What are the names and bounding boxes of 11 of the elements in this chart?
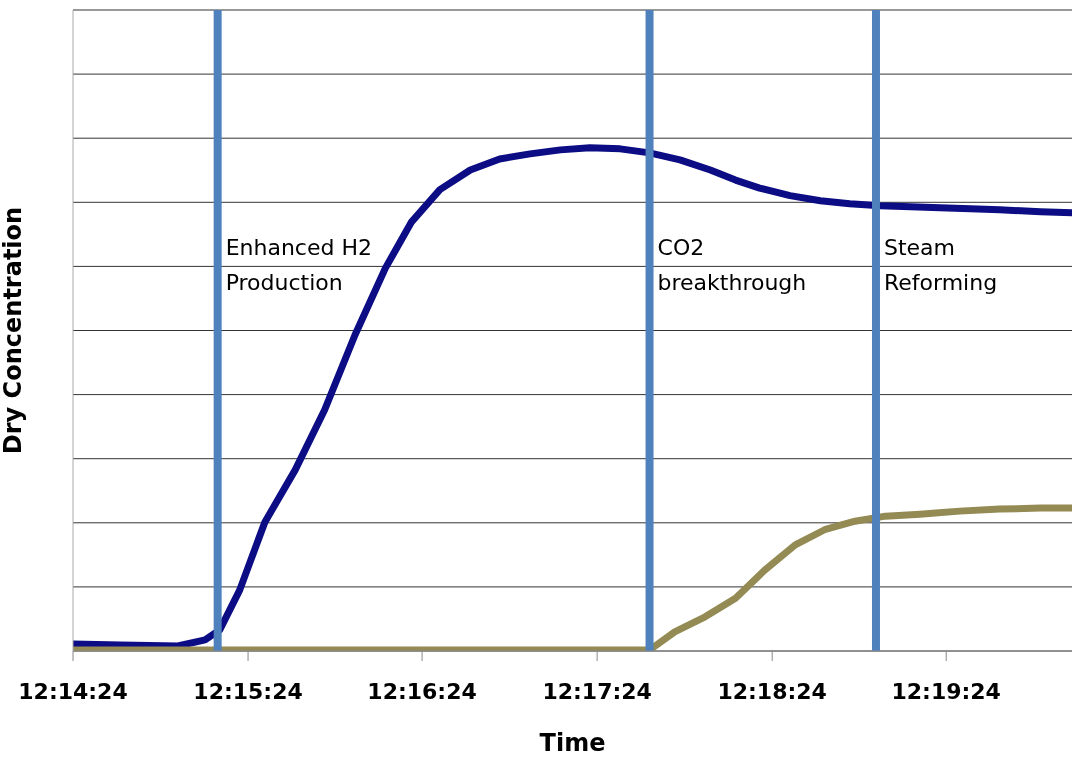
y-axis-title: Dry Concentration [0,206,27,455]
ref-line-label: CO2 breakthrough [657,235,807,295]
ref-line-label: Enhanced H2 Production [225,235,372,295]
x-tick-label: 12:19:24 [891,678,1001,704]
x-tick-label: 12:15:24 [193,678,303,704]
ref-line-label: Steam Reforming [883,235,998,295]
x-tick-label: 12:16:24 [367,678,477,704]
x-axis-title: Time [539,729,606,757]
x-tick-label: 12:14:24 [18,678,128,704]
x-tick-label: 12:18:24 [717,678,827,704]
x-tick-label: 12:17:24 [542,678,652,704]
